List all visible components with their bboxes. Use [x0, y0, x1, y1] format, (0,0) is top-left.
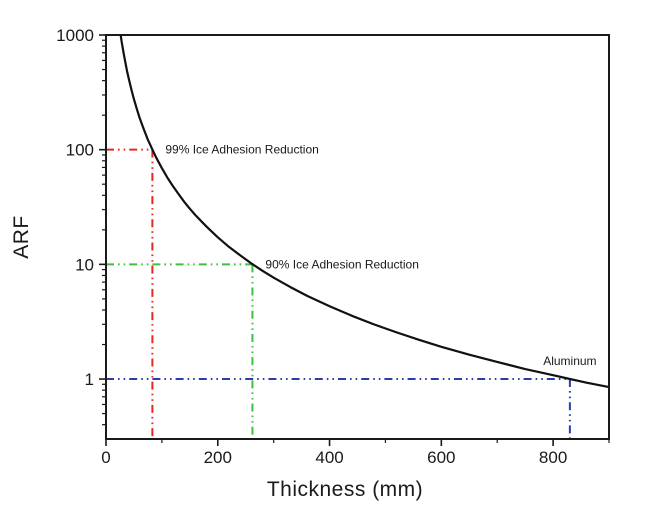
guide-label-1: 90% Ice Adhesion Reduction	[265, 257, 418, 271]
guide-label-0: 99% Ice Adhesion Reduction	[165, 143, 318, 157]
y-axis-title-text: ARF	[10, 215, 33, 259]
y-tick-label: 1000	[56, 26, 94, 45]
x-tick-label: 800	[539, 448, 567, 467]
x-tick-label: 0	[101, 448, 110, 467]
y-tick-label: 10	[75, 255, 94, 274]
guide-label-2: Aluminum	[543, 354, 596, 368]
data-curve-0	[119, 34, 611, 389]
x-tick-label: 400	[315, 448, 343, 467]
y-tick-label: 1	[85, 370, 94, 389]
x-tick-label: 200	[204, 448, 232, 467]
y-tick-label: 100	[66, 141, 94, 160]
x-tick-label: 600	[427, 448, 455, 467]
x-axis-title: Thickness (mm)	[266, 478, 424, 501]
plot-border	[105, 34, 610, 440]
